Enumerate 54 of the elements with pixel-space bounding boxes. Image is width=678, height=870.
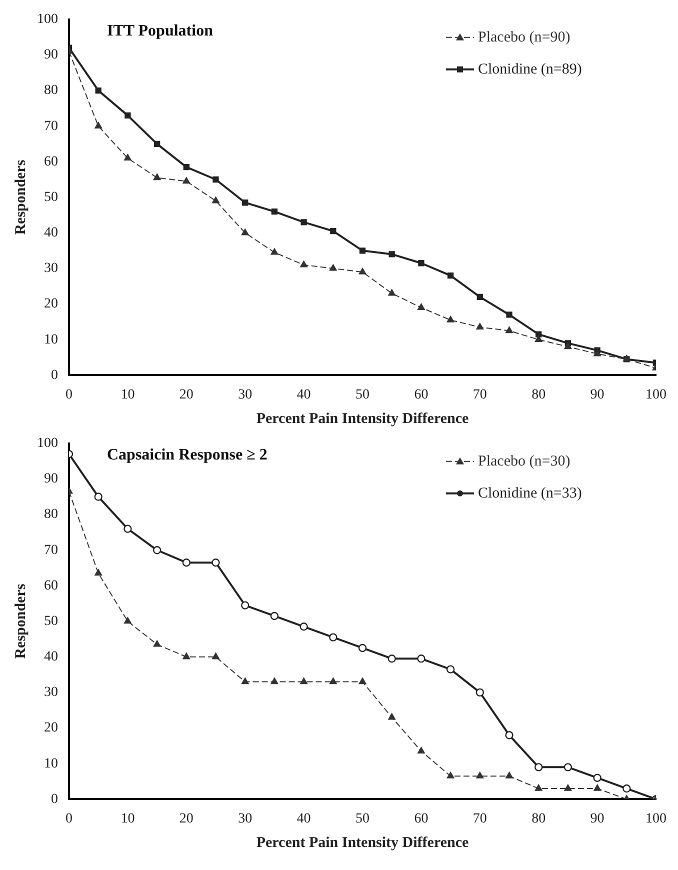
legend-label: Placebo (n=30) xyxy=(478,453,570,470)
y-tick-label: 70 xyxy=(44,118,58,134)
y-tick-label: 80 xyxy=(44,507,58,522)
y-tick-label: 60 xyxy=(44,578,58,594)
x-tick-label: 80 xyxy=(532,387,546,402)
x-tick-label: 0 xyxy=(66,811,72,826)
y-tick-label: 50 xyxy=(44,614,58,629)
x-tick-label: 50 xyxy=(356,387,370,402)
y-tick-label: 90 xyxy=(44,472,58,487)
x-tick-label: 40 xyxy=(296,387,311,402)
legend-label: Clonidine (n=89) xyxy=(478,61,582,78)
x-tick-label: 70 xyxy=(472,387,487,402)
y-tick-label: 30 xyxy=(44,685,58,700)
x-tick-label: 90 xyxy=(590,387,604,402)
x-tick-label: 20 xyxy=(179,387,194,402)
x-tick-label: 100 xyxy=(646,811,666,826)
y-tick-label: 100 xyxy=(37,12,58,28)
x-tick-label: 30 xyxy=(238,387,252,402)
x-tick-label: 100 xyxy=(646,387,666,402)
y-tick-label: 40 xyxy=(44,650,58,665)
x-tick-label: 50 xyxy=(356,811,370,826)
y-tick-label: 60 xyxy=(44,154,58,170)
y-tick-label: 10 xyxy=(44,332,58,348)
chart-title: ITT Population xyxy=(107,22,214,40)
y-tick-label: 70 xyxy=(44,542,58,558)
y-tick-label: 50 xyxy=(44,190,58,205)
y-tick-label: 30 xyxy=(44,261,58,276)
x-tick-label: 60 xyxy=(414,811,428,826)
x-tick-label: 0 xyxy=(66,387,72,402)
y-tick-label: 20 xyxy=(44,720,58,736)
y-tick-label: 40 xyxy=(44,226,58,241)
legend-label: Placebo (n=90) xyxy=(478,29,570,46)
x-tick-label: 60 xyxy=(414,387,428,402)
x-tick-label: 80 xyxy=(532,811,546,826)
x-tick-label: 30 xyxy=(238,811,252,826)
x-axis-title: Percent Pain Intensity Difference xyxy=(256,834,469,851)
chart-title: Capsaicin Response ≥ 2 xyxy=(107,446,268,464)
x-axis-title: Percent Pain Intensity Difference xyxy=(256,410,469,427)
y-tick-label: 0 xyxy=(51,368,58,383)
x-tick-label: 10 xyxy=(120,811,135,826)
y-tick-label: 100 xyxy=(37,436,58,452)
x-tick-label: 70 xyxy=(472,811,487,826)
x-tick-label: 40 xyxy=(296,811,311,826)
y-axis-title: Responders xyxy=(12,160,29,235)
x-tick-label: 20 xyxy=(179,811,194,826)
x-tick-label: 90 xyxy=(590,811,604,826)
x-tick-label: 10 xyxy=(120,387,135,402)
y-tick-label: 10 xyxy=(44,756,58,772)
y-tick-label: 80 xyxy=(44,83,58,98)
y-tick-label: 0 xyxy=(51,792,58,807)
y-tick-label: 90 xyxy=(44,48,58,63)
legend-label: Clonidine (n=33) xyxy=(478,485,582,502)
y-tick-label: 20 xyxy=(44,296,58,312)
y-axis-title: Responders xyxy=(12,584,29,659)
